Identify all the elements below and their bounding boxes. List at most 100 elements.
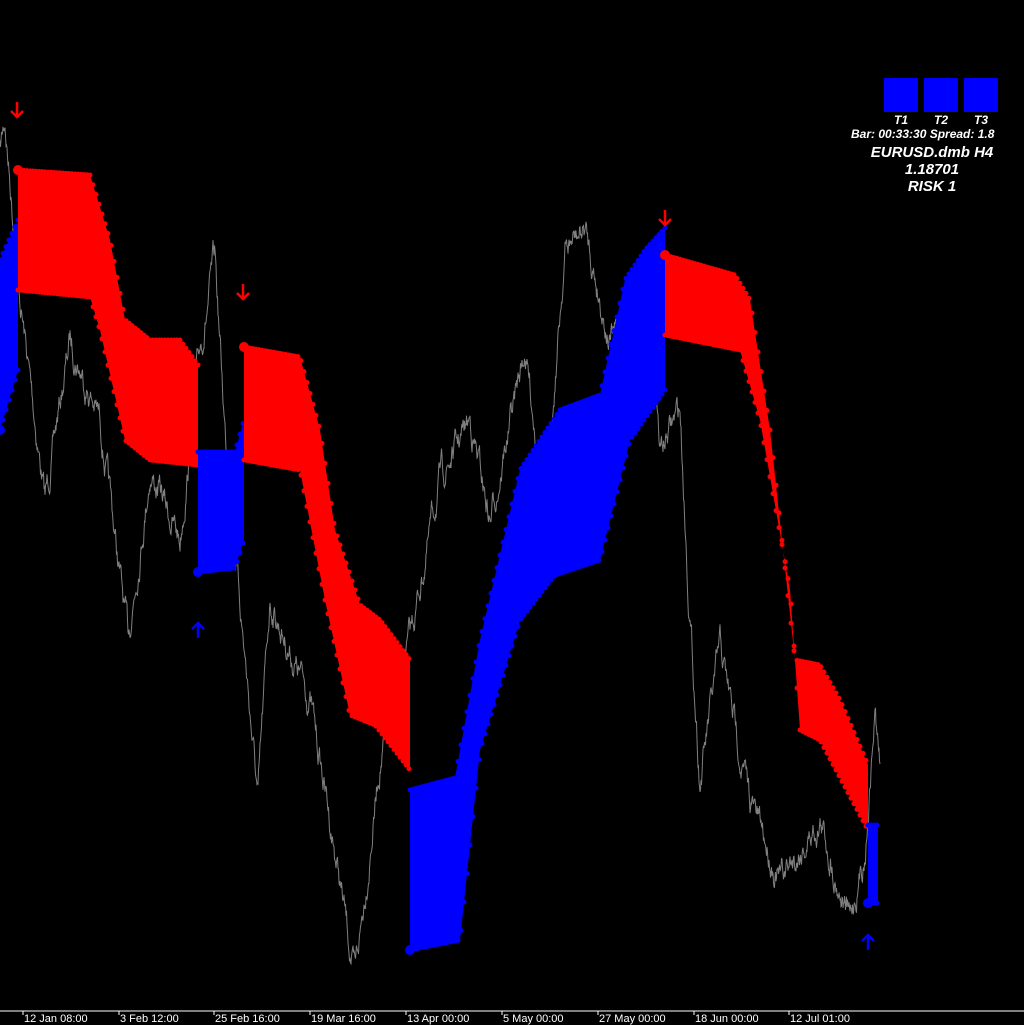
band-edge-dot xyxy=(310,535,316,541)
band-edge-dot xyxy=(385,628,391,634)
band-edge-dot xyxy=(791,643,797,649)
band-start-dot xyxy=(13,165,23,175)
band-edge-dot xyxy=(629,434,635,440)
band-edge-dot xyxy=(776,525,782,531)
band-edge-dot xyxy=(533,443,539,449)
band-edge-dot xyxy=(195,362,201,368)
band-edge-dot xyxy=(731,272,737,278)
price-line xyxy=(0,126,881,966)
band-edge-dot xyxy=(533,596,539,602)
band-edge-dot xyxy=(114,402,120,408)
band-edge-dot xyxy=(87,294,93,300)
band-edge-dot xyxy=(524,457,530,462)
band-edge-dot xyxy=(337,542,343,548)
band-edge-dot xyxy=(105,231,111,236)
band-edge-dot xyxy=(231,565,237,571)
current-price: 1.18701 xyxy=(904,161,960,178)
band-edge-dot xyxy=(512,488,518,494)
band-edge-dot xyxy=(497,682,503,688)
band-edge-dot xyxy=(602,369,608,375)
band-edge-dot xyxy=(322,460,328,466)
band-edge-dot xyxy=(650,238,656,244)
band-edge-dot xyxy=(304,380,310,386)
band-edge-dot xyxy=(824,674,830,680)
t2-indicator xyxy=(924,78,958,112)
band-edge-dot xyxy=(545,581,551,587)
band-edge-dot xyxy=(403,652,409,658)
band-edge-dot xyxy=(458,742,464,748)
band-edge-dot xyxy=(491,702,497,707)
band-edge-dot xyxy=(833,690,839,696)
band-edge-dot xyxy=(373,723,379,729)
x-tick-label: 5 May 00:00 xyxy=(503,1013,564,1025)
band-edge-dot xyxy=(295,467,301,473)
band-edge-dot xyxy=(406,656,412,662)
band-edge-dot xyxy=(482,731,488,737)
t1-button[interactable]: T1 xyxy=(884,78,918,127)
buy-arrow-icon xyxy=(861,933,875,950)
band-edge-dot xyxy=(842,709,848,715)
band-edge-dot xyxy=(737,347,743,353)
band-edge-dot xyxy=(307,519,313,525)
band-edge-dot xyxy=(9,387,15,393)
band-edge-dot xyxy=(93,314,99,320)
band-edge-dot xyxy=(388,632,394,638)
band-edge-dot xyxy=(403,762,409,768)
band-edge-dot xyxy=(455,758,461,764)
band-edge-dot xyxy=(379,620,385,626)
band-edge-dot xyxy=(842,784,848,790)
band-edge-dot xyxy=(770,491,776,497)
band-edge-dot xyxy=(455,937,461,943)
band-edge-dot xyxy=(500,539,506,545)
band-edge-dot xyxy=(102,221,108,227)
band-edge-dot xyxy=(782,559,788,565)
band-edge-dot xyxy=(827,756,833,762)
band-edge-dot xyxy=(108,242,114,248)
band-edge-dot xyxy=(111,389,117,395)
band-edge-dot xyxy=(836,695,842,701)
band-edge-dot xyxy=(632,430,638,436)
band-edge-dot xyxy=(512,633,518,639)
band-edge-dot xyxy=(503,663,509,668)
band-edge-dot xyxy=(737,280,743,286)
t2-button[interactable]: T2 xyxy=(924,78,958,127)
band-edge-dot xyxy=(509,501,515,507)
band-edge-dot xyxy=(608,341,614,347)
t3-button[interactable]: T3 xyxy=(964,78,998,127)
band-edge-dot xyxy=(827,680,833,685)
band-edge-dot xyxy=(458,928,464,933)
band-edge-dot xyxy=(340,551,346,557)
band-edge-dot xyxy=(785,576,791,582)
band-edge-dot xyxy=(776,510,782,516)
sell-arrow-icon xyxy=(10,102,24,119)
band-edge-dot xyxy=(659,391,665,397)
band-edge-dot xyxy=(476,643,482,649)
band-edge-dot xyxy=(761,440,767,446)
band-edge-dot xyxy=(740,285,746,291)
band-edge-dot xyxy=(240,540,246,546)
band-edge-dot xyxy=(509,643,515,649)
band-edge-dot xyxy=(488,711,494,717)
band-edge-dot xyxy=(96,201,102,207)
band-edge-dot xyxy=(599,549,605,555)
band-edge-dot xyxy=(99,211,105,217)
band-edge-dot xyxy=(485,603,491,609)
band-edge-dot xyxy=(851,730,857,735)
band-edge-dot xyxy=(542,430,548,435)
t3-indicator xyxy=(964,78,998,112)
band-edge-dot xyxy=(596,557,602,563)
band-edge-dot xyxy=(788,601,794,607)
band-up-4 xyxy=(410,228,665,950)
band-edge-dot xyxy=(521,612,527,618)
band-edge-dot xyxy=(662,387,668,393)
band-edge-dot xyxy=(506,514,512,520)
band-edge-dot xyxy=(108,375,114,381)
band-edge-dot xyxy=(611,328,617,334)
band-edge-dot xyxy=(183,345,189,351)
band-edge-dot xyxy=(527,452,533,458)
band-edge-dot xyxy=(629,267,635,272)
band-edge-dot xyxy=(818,664,824,670)
band-edge-dot xyxy=(87,172,93,178)
band-edge-dot xyxy=(497,552,503,558)
